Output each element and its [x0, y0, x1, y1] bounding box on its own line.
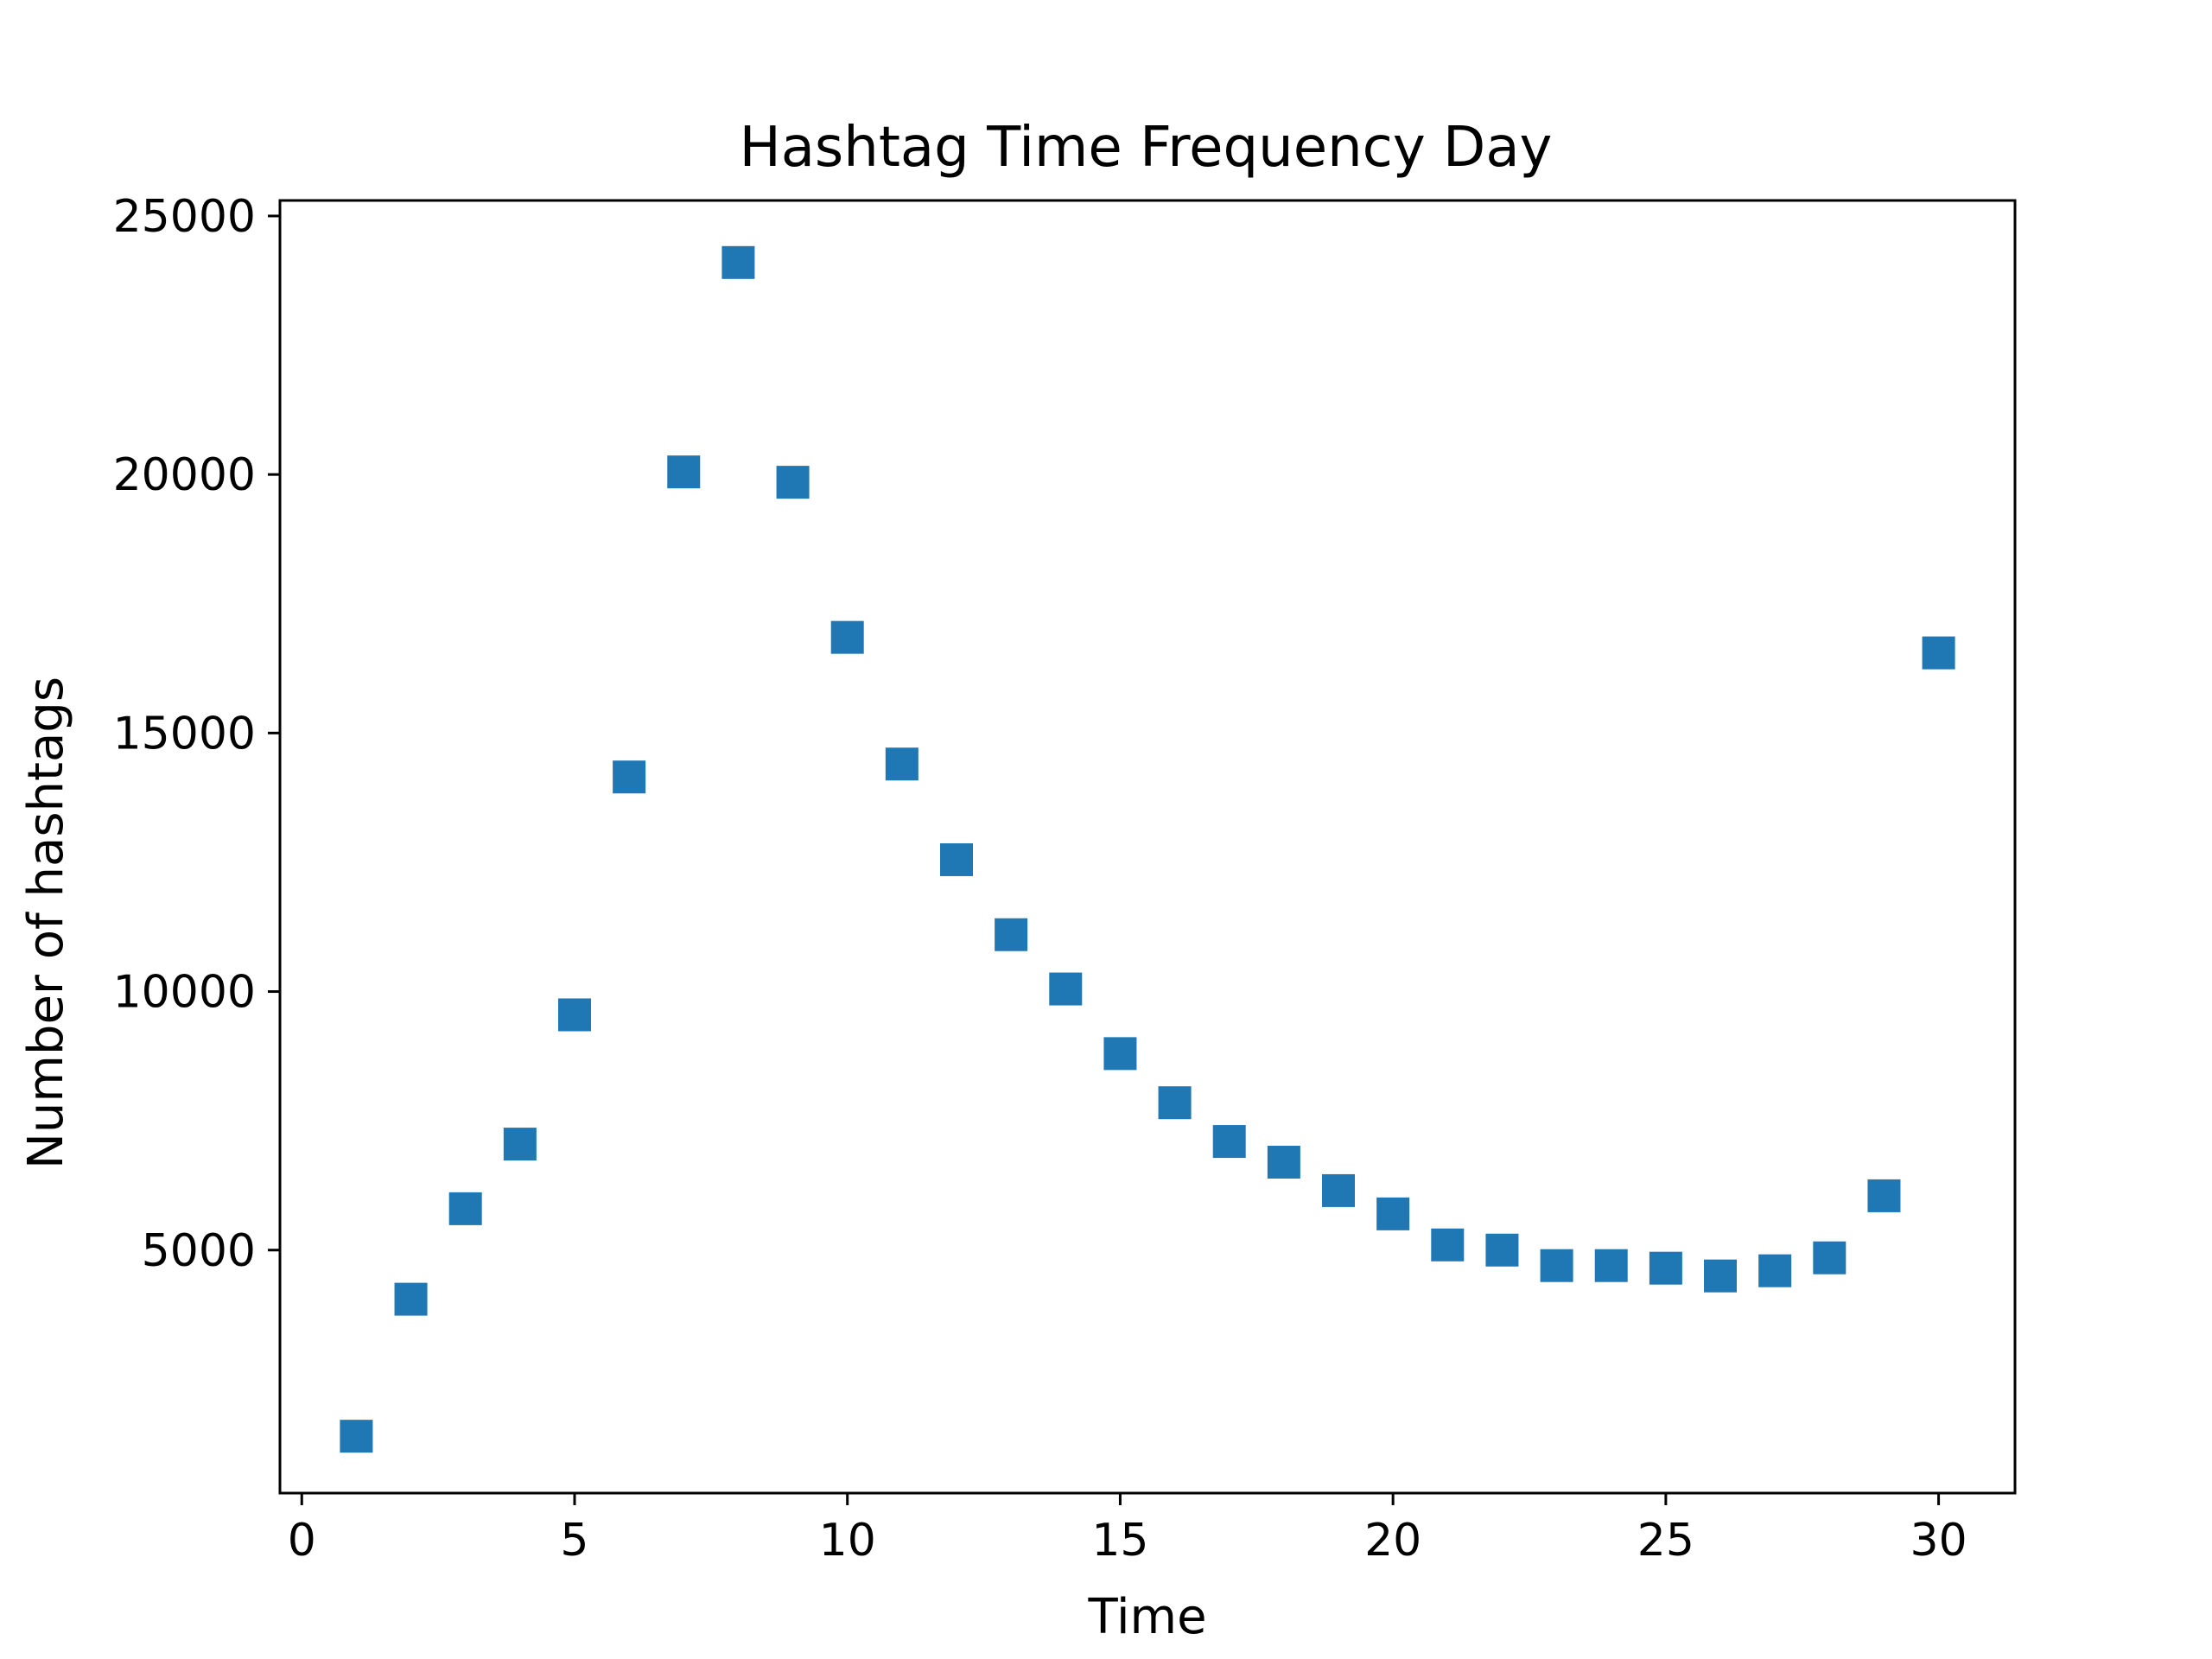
data-point — [1431, 1228, 1465, 1262]
x-tick-label: 10 — [819, 1515, 876, 1567]
data-point — [394, 1282, 428, 1316]
x-tick-label: 15 — [1091, 1515, 1148, 1567]
x-tick-label: 25 — [1637, 1515, 1694, 1567]
data-point — [340, 1420, 373, 1453]
data-point — [1267, 1146, 1300, 1179]
data-point — [448, 1192, 482, 1225]
data-point — [1376, 1197, 1410, 1230]
x-tick-label: 30 — [1910, 1515, 1967, 1567]
data-point — [1540, 1249, 1573, 1282]
data-point — [1322, 1173, 1356, 1207]
x-tick-label: 0 — [288, 1515, 316, 1567]
y-tick-label: 15000 — [113, 708, 256, 760]
y-tick-label: 10000 — [113, 967, 256, 1019]
axis-ticks-layer: 0 5 10 15 20 25 30 5000 10000 15000 20000 25000 — [113, 191, 1967, 1567]
data-point — [721, 245, 755, 279]
y-axis-label: Number of hashtags — [18, 677, 74, 1169]
y-tick-label: 5000 — [142, 1225, 256, 1277]
data-point — [1158, 1086, 1192, 1120]
data-point — [885, 747, 918, 781]
plot-area-frame — [278, 199, 2017, 1495]
data-point — [1049, 972, 1083, 1006]
data-point — [1594, 1249, 1628, 1282]
data-points-layer — [340, 245, 1955, 1453]
x-tick-label: 5 — [560, 1515, 588, 1567]
y-tick-label: 20000 — [113, 449, 256, 501]
data-point — [557, 998, 591, 1032]
data-point — [1485, 1233, 1519, 1267]
data-point — [995, 918, 1028, 951]
data-point — [830, 620, 864, 654]
data-point — [613, 760, 646, 794]
x-tick-label: 20 — [1364, 1515, 1421, 1567]
data-point — [939, 842, 973, 876]
data-point — [503, 1128, 537, 1161]
data-point — [1212, 1125, 1246, 1159]
data-point — [1103, 1037, 1137, 1071]
data-point — [1649, 1251, 1682, 1285]
data-point — [776, 466, 810, 499]
data-point — [1867, 1179, 1901, 1212]
data-point — [1758, 1254, 1792, 1287]
data-point — [1704, 1259, 1738, 1293]
x-axis-label: Time — [1087, 1589, 1206, 1645]
chart-title: Hashtag Time Frequency Day — [740, 116, 1553, 180]
data-point — [1813, 1241, 1847, 1274]
data-point — [667, 455, 701, 489]
y-tick-label: 25000 — [113, 191, 256, 243]
data-point — [1922, 636, 1955, 670]
